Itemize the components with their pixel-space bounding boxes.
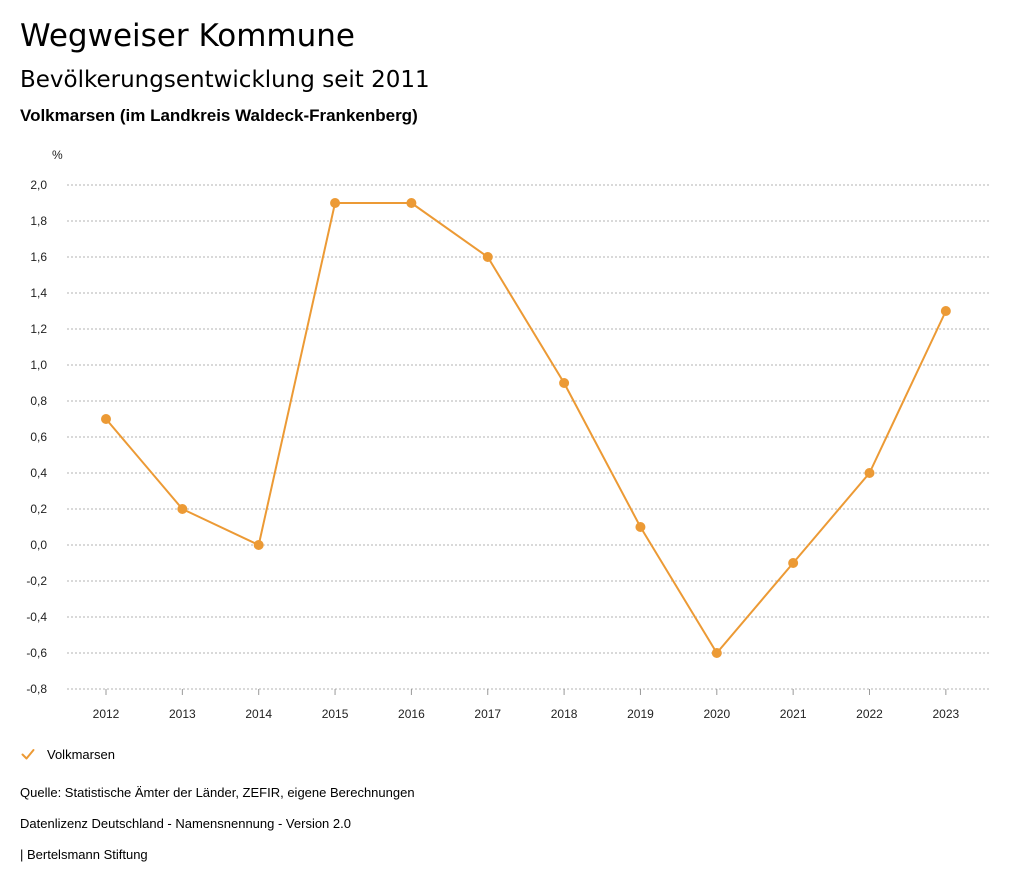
x-tick-label: 2017 bbox=[474, 707, 501, 721]
y-tick-label: -0,2 bbox=[26, 574, 47, 588]
data-point[interactable] bbox=[101, 414, 111, 424]
x-tick-label: 2014 bbox=[245, 707, 272, 721]
y-axis-ticks: 2,0 1,8 1,6 1,4 1,2 1,0 0,8 0,6 0,4 0,2 0,0 -0,2 -0,… bbox=[26, 178, 47, 696]
data-point[interactable] bbox=[711, 648, 722, 658]
grid-lines bbox=[67, 184, 990, 690]
source-note: Quelle: Statistische Ämter der Länder, Z… bbox=[20, 785, 415, 800]
data-point[interactable] bbox=[177, 504, 188, 514]
data-point[interactable] bbox=[406, 198, 417, 208]
region-title: Volkmarsen (im Landkreis Waldeck-Franken… bbox=[20, 106, 418, 125]
check-icon bbox=[21, 749, 35, 760]
line-chart: % 2,0 1,8 1,6 1,4 1,2 1,0 0,8 0,6 0,4 0,2 0,0 -0,2 -… bbox=[26, 148, 990, 721]
x-tick-label: 2021 bbox=[780, 707, 807, 721]
publisher-note: | Bertelsmann Stiftung bbox=[20, 847, 148, 862]
y-tick-label: -0,4 bbox=[26, 610, 47, 624]
data-point[interactable] bbox=[788, 558, 799, 568]
data-point[interactable] bbox=[253, 540, 264, 550]
y-tick-label: 0,0 bbox=[30, 538, 47, 552]
page-title: Wegweiser Kommune bbox=[20, 18, 355, 54]
data-point[interactable] bbox=[482, 252, 493, 262]
x-tick-label: 2016 bbox=[398, 707, 425, 721]
legend[interactable]: Volkmarsen bbox=[20, 744, 115, 764]
y-tick-label: 1,6 bbox=[30, 250, 47, 264]
x-tick-label: 2018 bbox=[551, 707, 578, 721]
y-axis-unit-label: % bbox=[52, 148, 63, 162]
y-tick-label: 1,4 bbox=[30, 286, 47, 300]
x-tick-label: 2020 bbox=[703, 707, 730, 721]
x-tick-label: 2023 bbox=[932, 707, 959, 721]
data-point[interactable] bbox=[330, 198, 341, 208]
y-tick-label: -0,8 bbox=[26, 682, 47, 696]
x-tick-label: 2019 bbox=[627, 707, 654, 721]
data-point[interactable] bbox=[559, 378, 570, 388]
y-tick-label: 0,4 bbox=[30, 466, 47, 480]
y-tick-label: 0,8 bbox=[30, 394, 47, 408]
y-tick-label: 0,2 bbox=[30, 502, 47, 516]
x-tick-label: 2015 bbox=[322, 707, 349, 721]
x-tick-label: 2022 bbox=[856, 707, 883, 721]
legend-label: Volkmarsen bbox=[47, 746, 115, 762]
chart-subtitle: Bevölkerungsentwicklung seit 2011 bbox=[20, 67, 430, 93]
x-axis-ticks: 2012 2013 2014 2015 2016 2017 2018 2019 2020 2021… bbox=[93, 689, 960, 721]
y-tick-label: 0,6 bbox=[30, 430, 47, 444]
y-tick-label: -0,6 bbox=[26, 646, 47, 660]
y-tick-label: 1,0 bbox=[30, 358, 47, 372]
data-point[interactable] bbox=[864, 468, 875, 478]
data-point[interactable] bbox=[635, 522, 646, 532]
series-line bbox=[105, 202, 947, 654]
y-tick-label: 1,8 bbox=[30, 214, 47, 228]
data-point[interactable] bbox=[940, 306, 951, 316]
license-note: Datenlizenz Deutschland - Namensnennung … bbox=[20, 816, 351, 831]
y-tick-label: 2,0 bbox=[30, 178, 47, 192]
y-tick-label: 1,2 bbox=[30, 322, 47, 336]
x-tick-label: 2013 bbox=[169, 707, 196, 721]
series-volkmarsen bbox=[101, 198, 951, 658]
x-tick-label: 2012 bbox=[93, 707, 120, 721]
